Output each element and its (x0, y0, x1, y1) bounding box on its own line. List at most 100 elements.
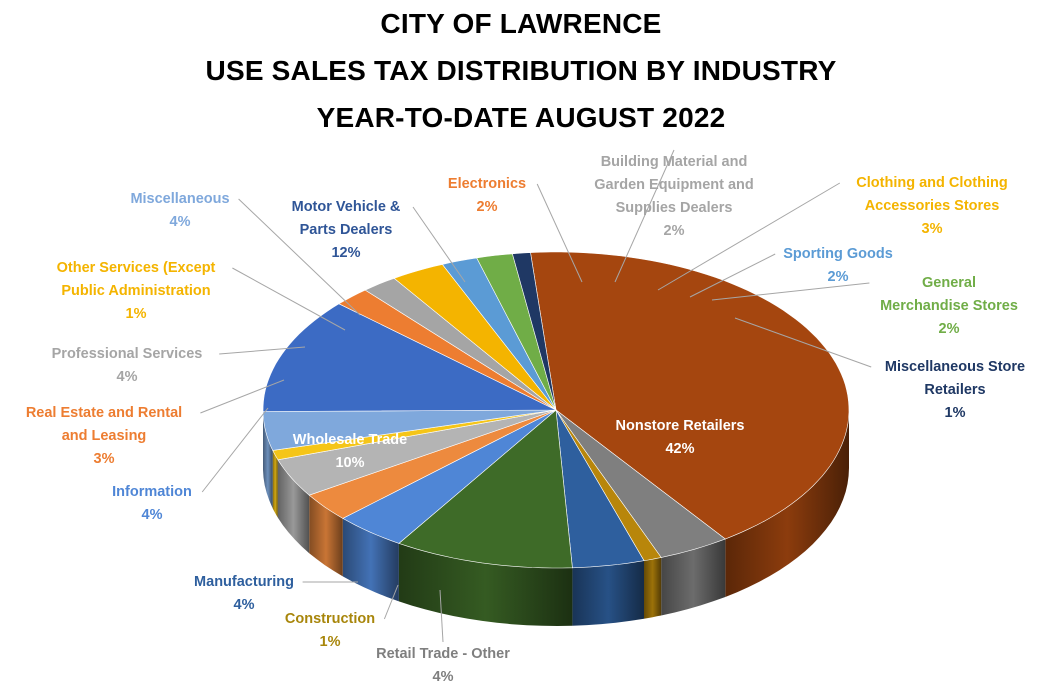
pie-side-group (263, 410, 849, 626)
chart-title-line-2: USE SALES TAX DISTRIBUTION BY INDUSTRY (205, 55, 837, 86)
pie-labels: Nonstore Retailers 42% Retail Trade - Othe… (26, 149, 1025, 685)
data-label-building-material-and: Building Material and Garden Equipment an… (594, 154, 754, 239)
data-label-pct-retail-trade-other: 4% (433, 669, 454, 685)
leader-line-clothing-and-clothing (657, 182, 841, 291)
data-label-text-clothing-and-clothing: Clothing and Clothing (856, 175, 1007, 191)
data-label-text-real-estate-and-rental: and Leasing (62, 428, 147, 444)
leader-line-building-material-and (614, 149, 675, 283)
data-label-text-construction: Construction (285, 611, 375, 627)
data-label-sporting-goods: Sporting Goods 2% (783, 246, 893, 285)
pie-slice-side-other-services-except (272, 450, 278, 518)
data-label-retail-trade-other: Retail Trade - Other 4% (376, 646, 510, 685)
data-label-manufacturing: Manufacturing 4% (194, 574, 294, 613)
pie-slice-side-retail-trade-other (661, 539, 726, 616)
leader-line-information (201, 407, 269, 493)
pie-slice-side-professional-services (277, 459, 310, 554)
leader-line-miscellaneous-store (734, 317, 872, 368)
data-label-pct-wholesale-trade: 10% (335, 455, 364, 471)
data-label-general: General Merchandise Stores 2% (880, 275, 1018, 337)
data-label-text-manufacturing: Manufacturing (194, 574, 294, 590)
data-label-text-general: Merchandise Stores (880, 298, 1018, 314)
data-label-text-miscellaneous: Miscellaneous (130, 191, 229, 207)
data-label-pct-general: 2% (939, 321, 960, 337)
data-label-clothing-and-clothing: Clothing and Clothing Accessories Stores 3… (856, 175, 1007, 237)
data-label-text-clothing-and-clothing: Accessories Stores (865, 198, 1000, 214)
pie-slice-real-estate-and-rental (308, 409, 557, 519)
data-label-construction: Construction 1% (285, 611, 375, 650)
data-label-text-motor-vehicle: Motor Vehicle & (292, 199, 401, 215)
data-label-pct-manufacturing: 4% (234, 597, 255, 613)
data-label-text-miscellaneous-store: Miscellaneous Store (885, 359, 1025, 375)
data-label-pct-real-estate-and-rental: 3% (94, 451, 115, 467)
data-label-pct-motor-vehicle: 12% (331, 245, 360, 261)
pie-slice-side-information (342, 518, 399, 602)
data-label-pct-professional-services: 4% (117, 369, 138, 385)
pie-slice-side-manufacturing (572, 560, 644, 626)
data-label-text-electronics: Electronics (448, 176, 526, 192)
leader-line-other-services-except (232, 267, 346, 331)
leader-line-motor-vehicle (412, 206, 466, 283)
data-label-miscellaneous: Miscellaneous 4% (130, 191, 229, 230)
data-label-text-sporting-goods: Sporting Goods (783, 246, 893, 262)
chart-title-line-3: YEAR-TO-DATE AUGUST 2022 (316, 102, 726, 133)
data-label-text-building-material-and: Garden Equipment and (594, 177, 754, 193)
data-label-text-building-material-and: Supplies Dealers (616, 200, 733, 216)
data-label-information: Information 4% (112, 484, 192, 523)
data-label-pct-information: 4% (142, 507, 163, 523)
data-label-pct-other-services-except: 1% (126, 306, 147, 322)
data-label-text-nonstore-retailers: Nonstore Retailers (616, 418, 745, 434)
pie-slice-retail-trade-other (555, 409, 726, 558)
data-label-pct-electronics: 2% (477, 199, 498, 215)
data-label-other-services-except: Other Services (Except Public Administrat… (57, 260, 216, 322)
leader-line-professional-services (219, 346, 306, 355)
pie-slice-wholesale-trade (398, 409, 573, 569)
data-label-pct-miscellaneous-store: 1% (945, 405, 966, 421)
data-label-professional-services: Professional Services 4% (52, 346, 203, 385)
pie-top-group (262, 251, 850, 569)
data-label-text-other-services-except: Public Administration (61, 283, 210, 299)
data-label-text-retail-trade-other: Retail Trade - Other (376, 646, 510, 662)
pie-slice-side-miscellaneous (263, 411, 273, 509)
pie-slice-side-wholesale-trade (398, 543, 573, 626)
data-label-wholesale-trade: Wholesale Trade 10% (293, 432, 407, 471)
pie-slice-manufacturing (555, 409, 645, 569)
pie-slice-clothing-and-clothing (393, 264, 557, 411)
data-label-miscellaneous-store: Miscellaneous Store Retailers 1% (885, 359, 1025, 421)
leader-line-real-estate-and-rental (200, 379, 285, 414)
pie-slice-information (342, 409, 557, 544)
pie-slice-nonstore-retailers (530, 251, 850, 540)
pie-slice-side-nonstore-retailers (725, 410, 849, 597)
data-label-pct-construction: 1% (320, 634, 341, 650)
data-label-pct-clothing-and-clothing: 3% (922, 221, 943, 237)
leader-line-retail-trade-other (439, 589, 444, 643)
data-label-text-wholesale-trade: Wholesale Trade (293, 432, 407, 448)
data-label-text-general: General (922, 275, 976, 291)
data-label-text-information: Information (112, 484, 192, 500)
leader-line-general (711, 282, 870, 301)
data-label-text-motor-vehicle: Parts Dealers (300, 222, 393, 238)
data-label-pct-building-material-and: 2% (664, 223, 685, 239)
leader-line-construction (383, 584, 399, 620)
leader-line-sporting-goods (689, 253, 776, 298)
data-label-text-other-services-except: Other Services (Except (57, 260, 216, 276)
leader-line-electronics (536, 183, 583, 283)
pie-slice-side-construction (644, 557, 662, 619)
data-label-nonstore-retailers: Nonstore Retailers 42% (616, 418, 745, 457)
pie-slice-side-real-estate-and-rental (309, 495, 343, 577)
data-label-pct-sporting-goods: 2% (828, 269, 849, 285)
data-label-pct-nonstore-retailers: 42% (665, 441, 694, 457)
data-label-text-miscellaneous-store: Retailers (924, 382, 985, 398)
data-label-electronics: Electronics 2% (448, 176, 526, 215)
chart-title-line-1: CITY OF LAWRENCE (380, 8, 662, 39)
data-label-pct-miscellaneous: 4% (170, 214, 191, 230)
pie-slice-miscellaneous-store (512, 252, 557, 411)
leader-line-miscellaneous (238, 198, 361, 316)
data-label-motor-vehicle: Motor Vehicle & Parts Dealers 12% (292, 199, 401, 261)
data-label-text-professional-services: Professional Services (52, 346, 203, 362)
data-label-real-estate-and-rental: Real Estate and Rental and Leasing 3% (26, 405, 182, 467)
pie-slice-professional-services (277, 409, 557, 496)
data-label-text-real-estate-and-rental: Real Estate and Rental (26, 405, 182, 421)
data-label-text-building-material-and: Building Material and (601, 154, 748, 170)
